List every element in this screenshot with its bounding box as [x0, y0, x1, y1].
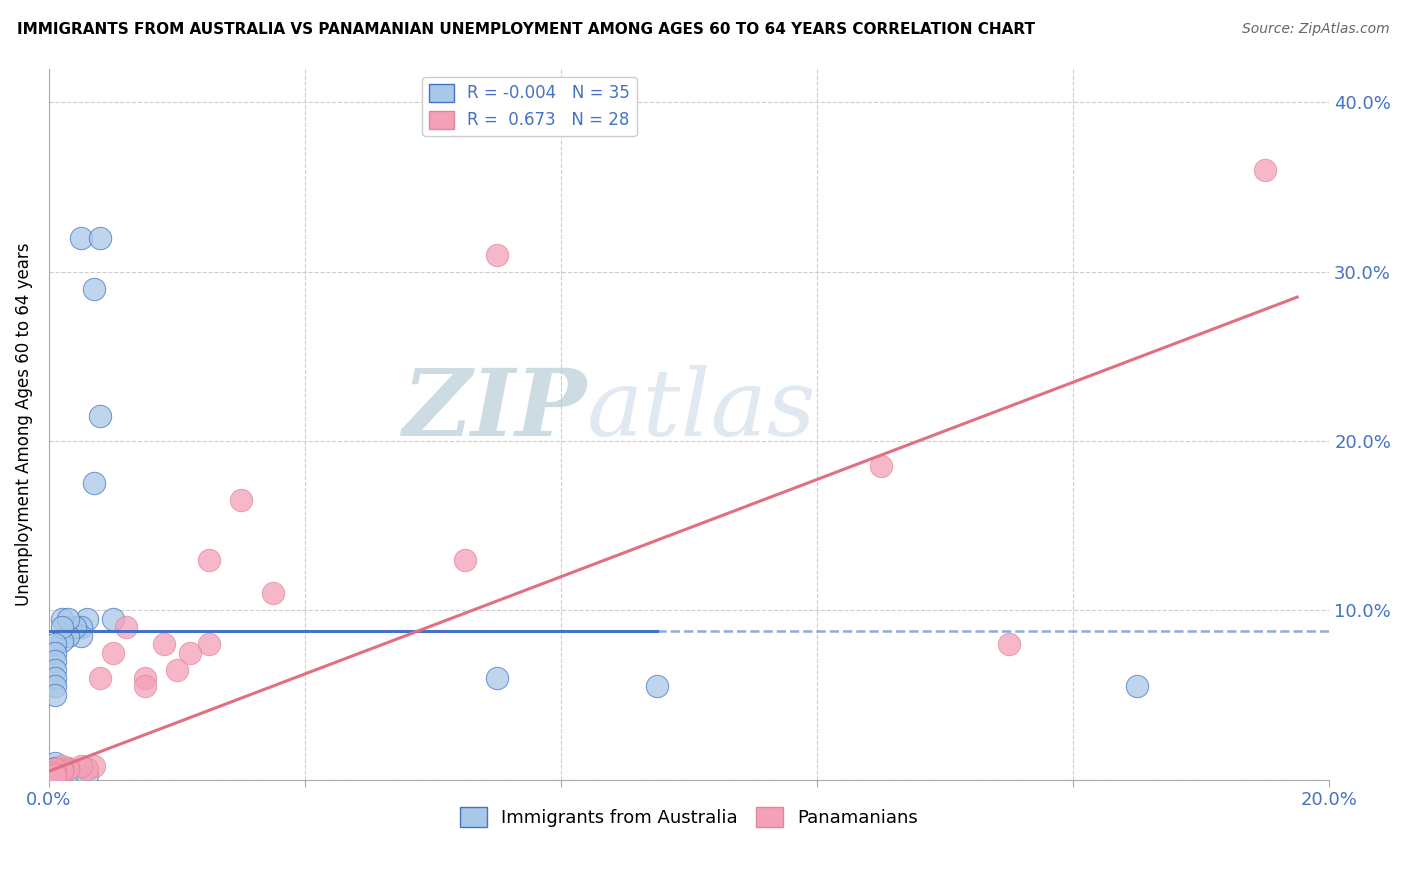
Point — [70, 629, 93, 643]
Point — [51, 764, 73, 779]
Point — [51, 765, 73, 780]
Point — [44, 763, 66, 777]
Point — [44, 764, 66, 779]
Point — [198, 552, 221, 566]
Point — [44, 765, 66, 780]
Point — [486, 248, 509, 262]
Point — [166, 663, 188, 677]
Text: atlas: atlas — [586, 365, 817, 455]
Point — [1126, 680, 1149, 694]
Point — [56, 612, 79, 626]
Point — [153, 637, 176, 651]
Point — [486, 671, 509, 685]
Point — [70, 231, 93, 245]
Point — [134, 680, 156, 694]
Point — [44, 637, 66, 651]
Point — [51, 633, 73, 648]
Point — [76, 763, 98, 777]
Point — [44, 654, 66, 668]
Point — [76, 612, 98, 626]
Point — [63, 767, 86, 781]
Point — [63, 620, 86, 634]
Y-axis label: Unemployment Among Ages 60 to 64 years: Unemployment Among Ages 60 to 64 years — [15, 243, 32, 606]
Text: Source: ZipAtlas.com: Source: ZipAtlas.com — [1241, 22, 1389, 37]
Point — [198, 637, 221, 651]
Point — [101, 646, 124, 660]
Point — [51, 612, 73, 626]
Point — [89, 671, 111, 685]
Point — [229, 493, 252, 508]
Point — [44, 767, 66, 781]
Point — [51, 764, 73, 779]
Point — [83, 282, 105, 296]
Point — [1254, 163, 1277, 178]
Point — [70, 759, 93, 773]
Point — [51, 759, 73, 773]
Point — [44, 671, 66, 685]
Point — [134, 671, 156, 685]
Point — [44, 646, 66, 660]
Point — [998, 637, 1021, 651]
Point — [51, 763, 73, 777]
Point — [83, 759, 105, 773]
Point — [70, 620, 93, 634]
Point — [51, 767, 73, 781]
Text: IMMIGRANTS FROM AUSTRALIA VS PANAMANIAN UNEMPLOYMENT AMONG AGES 60 TO 64 YEARS C: IMMIGRANTS FROM AUSTRALIA VS PANAMANIAN … — [17, 22, 1035, 37]
Point — [44, 769, 66, 783]
Point — [89, 409, 111, 423]
Text: ZIP: ZIP — [402, 365, 586, 455]
Point — [51, 620, 73, 634]
Point — [114, 620, 136, 634]
Point — [179, 646, 201, 660]
Point — [89, 231, 111, 245]
Point — [454, 552, 477, 566]
Point — [870, 459, 893, 474]
Point — [44, 663, 66, 677]
Point — [56, 629, 79, 643]
Point — [44, 761, 66, 775]
Point — [44, 767, 66, 781]
Point — [101, 612, 124, 626]
Point — [56, 761, 79, 775]
Point — [76, 767, 98, 781]
Point — [645, 680, 668, 694]
Point — [83, 476, 105, 491]
Point — [44, 756, 66, 770]
Point — [262, 586, 284, 600]
Legend: Immigrants from Australia, Panamanians: Immigrants from Australia, Panamanians — [453, 800, 925, 835]
Point — [44, 688, 66, 702]
Point — [44, 680, 66, 694]
Point — [56, 763, 79, 777]
